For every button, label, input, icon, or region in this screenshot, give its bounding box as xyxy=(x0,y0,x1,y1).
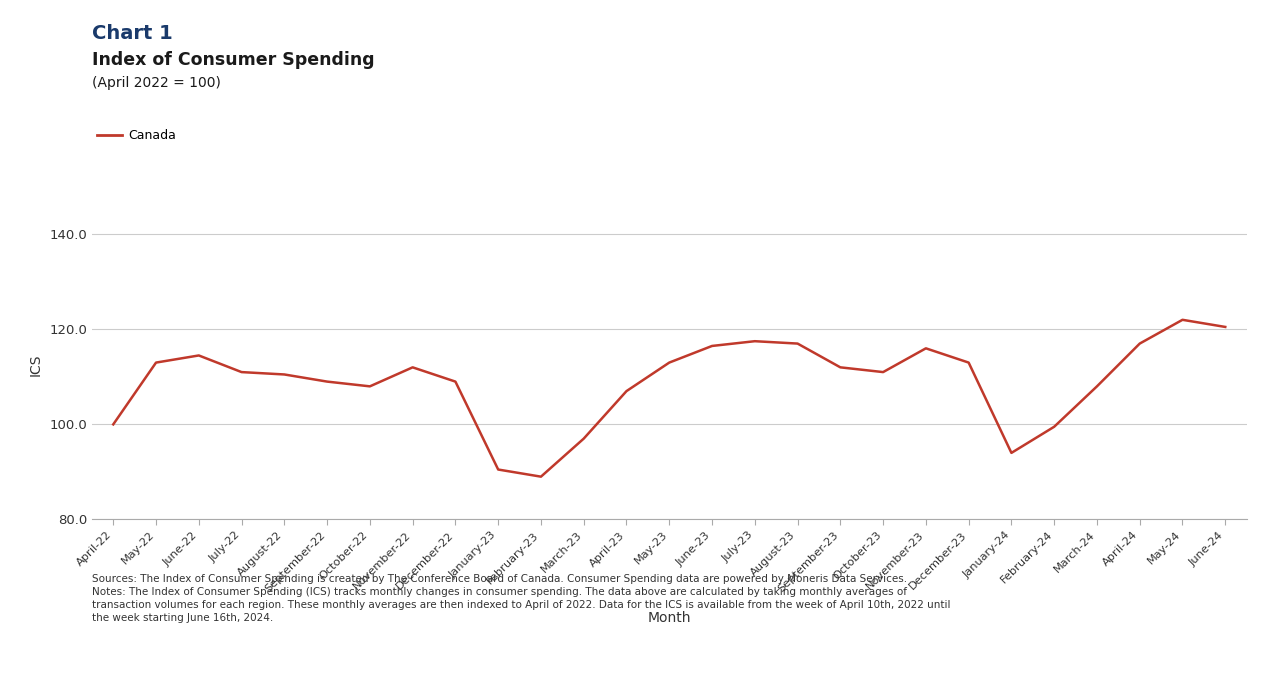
Text: Index of Consumer Spending: Index of Consumer Spending xyxy=(92,51,374,69)
Text: (April 2022 = 100): (April 2022 = 100) xyxy=(92,76,221,90)
Y-axis label: ICS: ICS xyxy=(28,354,42,376)
Text: Sources: The Index of Consumer Spending is created by The Conference Board of Ca: Sources: The Index of Consumer Spending … xyxy=(92,574,951,623)
Legend: Canada: Canada xyxy=(92,124,181,147)
X-axis label: Month: Month xyxy=(647,610,692,625)
Text: Chart 1: Chart 1 xyxy=(92,24,172,43)
